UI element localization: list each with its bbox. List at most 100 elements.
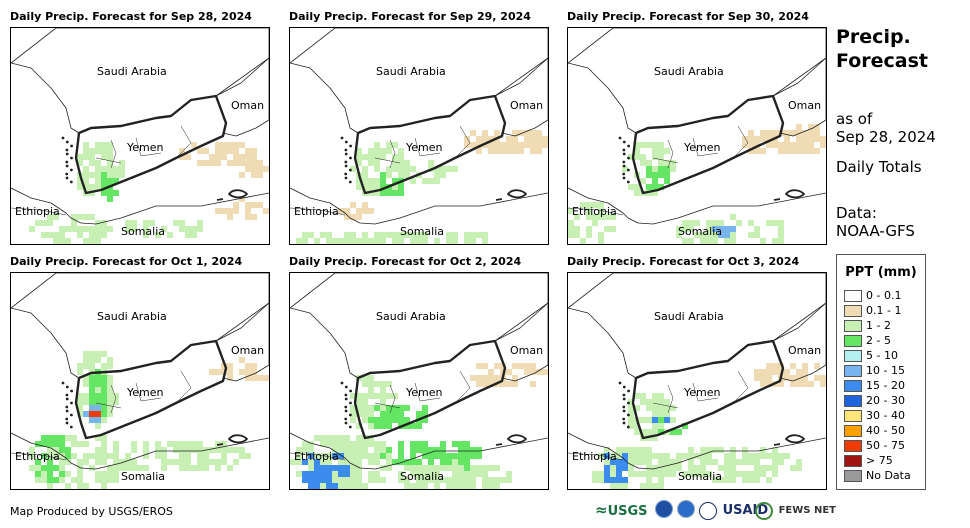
- precip-cell: [308, 483, 314, 489]
- precip-cell: [83, 459, 89, 465]
- africa-coastline: [290, 187, 548, 225]
- label-ethiopia: Ethiopia: [572, 450, 617, 463]
- precip-cell: [458, 459, 464, 465]
- precip-cell: [766, 381, 772, 387]
- precip-cell: [658, 399, 664, 405]
- precip-cell: [386, 417, 392, 423]
- saudi-arabia-border: [568, 273, 826, 379]
- precip-cell: [326, 441, 332, 447]
- precip-cell: [760, 148, 766, 154]
- precip-cell: [83, 441, 89, 447]
- precip-cell: [356, 423, 362, 429]
- precip-cell: [350, 202, 356, 208]
- precip-cell: [664, 417, 670, 423]
- precip-cell: [434, 477, 440, 483]
- precip-cell: [568, 220, 574, 226]
- panel-title-1: Daily Precip. Forecast for Sep 28, 2024: [10, 10, 252, 23]
- precip-cell: [410, 232, 416, 238]
- precip-cell: [742, 136, 748, 142]
- precip-cell: [688, 459, 694, 465]
- precip-cell: [512, 381, 518, 387]
- precip-cell: [754, 477, 760, 483]
- precip-cell: [422, 232, 428, 238]
- precip-cell: [101, 405, 107, 411]
- precip-cell: [362, 381, 368, 387]
- legend-label: No Data: [866, 469, 911, 482]
- precip-cell: [203, 160, 209, 166]
- precip-cell: [784, 369, 790, 375]
- precip-cell: [263, 375, 269, 381]
- precip-cell: [47, 435, 53, 441]
- precip-cell: [374, 154, 380, 160]
- precip-cell: [350, 166, 356, 172]
- precip-cell: [47, 459, 53, 465]
- precip-cell: [107, 375, 113, 381]
- precip-cell: [89, 214, 95, 220]
- precip-cell: [101, 190, 107, 196]
- precip-cell: [524, 369, 530, 375]
- precip-cell: [506, 369, 512, 375]
- precip-cell: [778, 142, 784, 148]
- precip-cell: [652, 417, 658, 423]
- precip-cell: [119, 166, 125, 172]
- precip-cell: [610, 214, 616, 220]
- as-of-date: Sep 28, 2024: [836, 128, 936, 146]
- red-sea-island: [618, 381, 622, 385]
- precip-cell: [398, 238, 404, 244]
- precip-cell: [604, 465, 610, 471]
- precip-cell: [730, 459, 736, 465]
- precip-cell: [754, 136, 760, 142]
- label-somalia: Somalia: [121, 470, 166, 483]
- precip-cell: [161, 447, 167, 453]
- precip-cell: [658, 423, 664, 429]
- precip-cell: [215, 459, 221, 465]
- precip-cell: [47, 214, 53, 220]
- precip-cell: [592, 471, 598, 477]
- precip-cell: [374, 447, 380, 453]
- precip-cell: [41, 232, 47, 238]
- precip-cell: [197, 453, 203, 459]
- precip-cell: [215, 465, 221, 471]
- precip-cell: [464, 459, 470, 465]
- precip-cell: [706, 226, 712, 232]
- precip-cell: [113, 166, 119, 172]
- small-island: [773, 198, 781, 201]
- oman-border: [215, 57, 269, 137]
- precip-cell: [35, 220, 41, 226]
- precip-cell: [628, 471, 634, 477]
- precip-cell: [344, 435, 350, 441]
- precip-cell: [167, 441, 173, 447]
- forecast-map-1: Saudi Arabia Oman Yemen Ethiopia Somalia: [10, 27, 270, 245]
- precip-cell: [107, 160, 113, 166]
- precip-cell: [506, 136, 512, 142]
- precip-cell: [59, 471, 65, 477]
- precip-cell: [368, 387, 374, 393]
- precip-cell: [682, 226, 688, 232]
- precip-cell: [652, 190, 658, 196]
- precip-cell: [257, 166, 263, 172]
- legend-label: > 75: [866, 454, 893, 467]
- label-oman: Oman: [231, 99, 265, 112]
- saudi-arabia-border: [11, 273, 269, 379]
- precip-cell: [320, 471, 326, 477]
- label-saudi-arabia: Saudi Arabia: [97, 310, 167, 323]
- precip-cell: [65, 226, 71, 232]
- precip-cell: [380, 393, 386, 399]
- precip-cell: [598, 453, 604, 459]
- precip-cell: [59, 453, 65, 459]
- precip-cell: [251, 166, 257, 172]
- precip-cell: [682, 423, 688, 429]
- precip-cell: [500, 477, 506, 483]
- precip-cell: [586, 202, 592, 208]
- precip-cell: [652, 423, 658, 429]
- precip-cell: [392, 160, 398, 166]
- precip-cell: [239, 154, 245, 160]
- precip-cell: [257, 202, 263, 208]
- precip-cell: [652, 154, 658, 160]
- precip-cell: [65, 447, 71, 453]
- precip-cell: [742, 471, 748, 477]
- precip-cell: [652, 471, 658, 477]
- precip-cell: [107, 387, 113, 393]
- precip-cell: [518, 130, 524, 136]
- precip-cell: [616, 477, 622, 483]
